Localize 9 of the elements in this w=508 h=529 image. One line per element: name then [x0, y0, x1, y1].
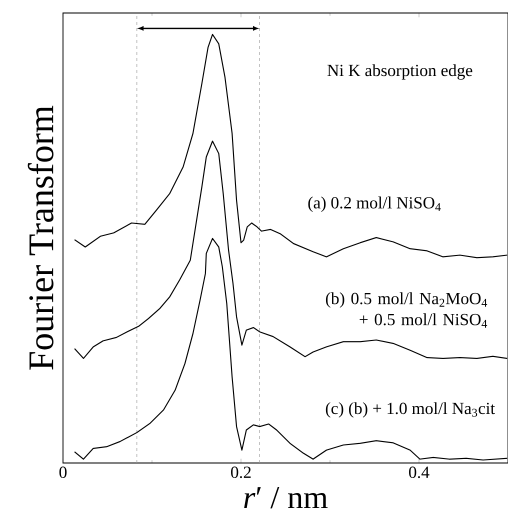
series-label: (a) 0.2 mol/l NiSO$_{4}$: [308, 196, 441, 212]
annotation: Ni K absorption edge: [327, 64, 472, 80]
y-axis-title: Fourier Transform: [28, 106, 54, 370]
series-label: (c) (b) + 1.0 mol/l Na$_{3}$cit: [326, 402, 495, 418]
x-tick-label: 0.4: [409, 466, 430, 478]
x-tick-label: 0: [59, 466, 67, 478]
x-tick-label: 0.2: [231, 466, 251, 478]
x-axis-title: r′ / nm: [244, 486, 328, 508]
series-label: (b) 0.5 mol/l Na$_{2}$MoO$_{4}$ + 0.5 mol/l NiSO$_{4}$: [326, 292, 488, 328]
